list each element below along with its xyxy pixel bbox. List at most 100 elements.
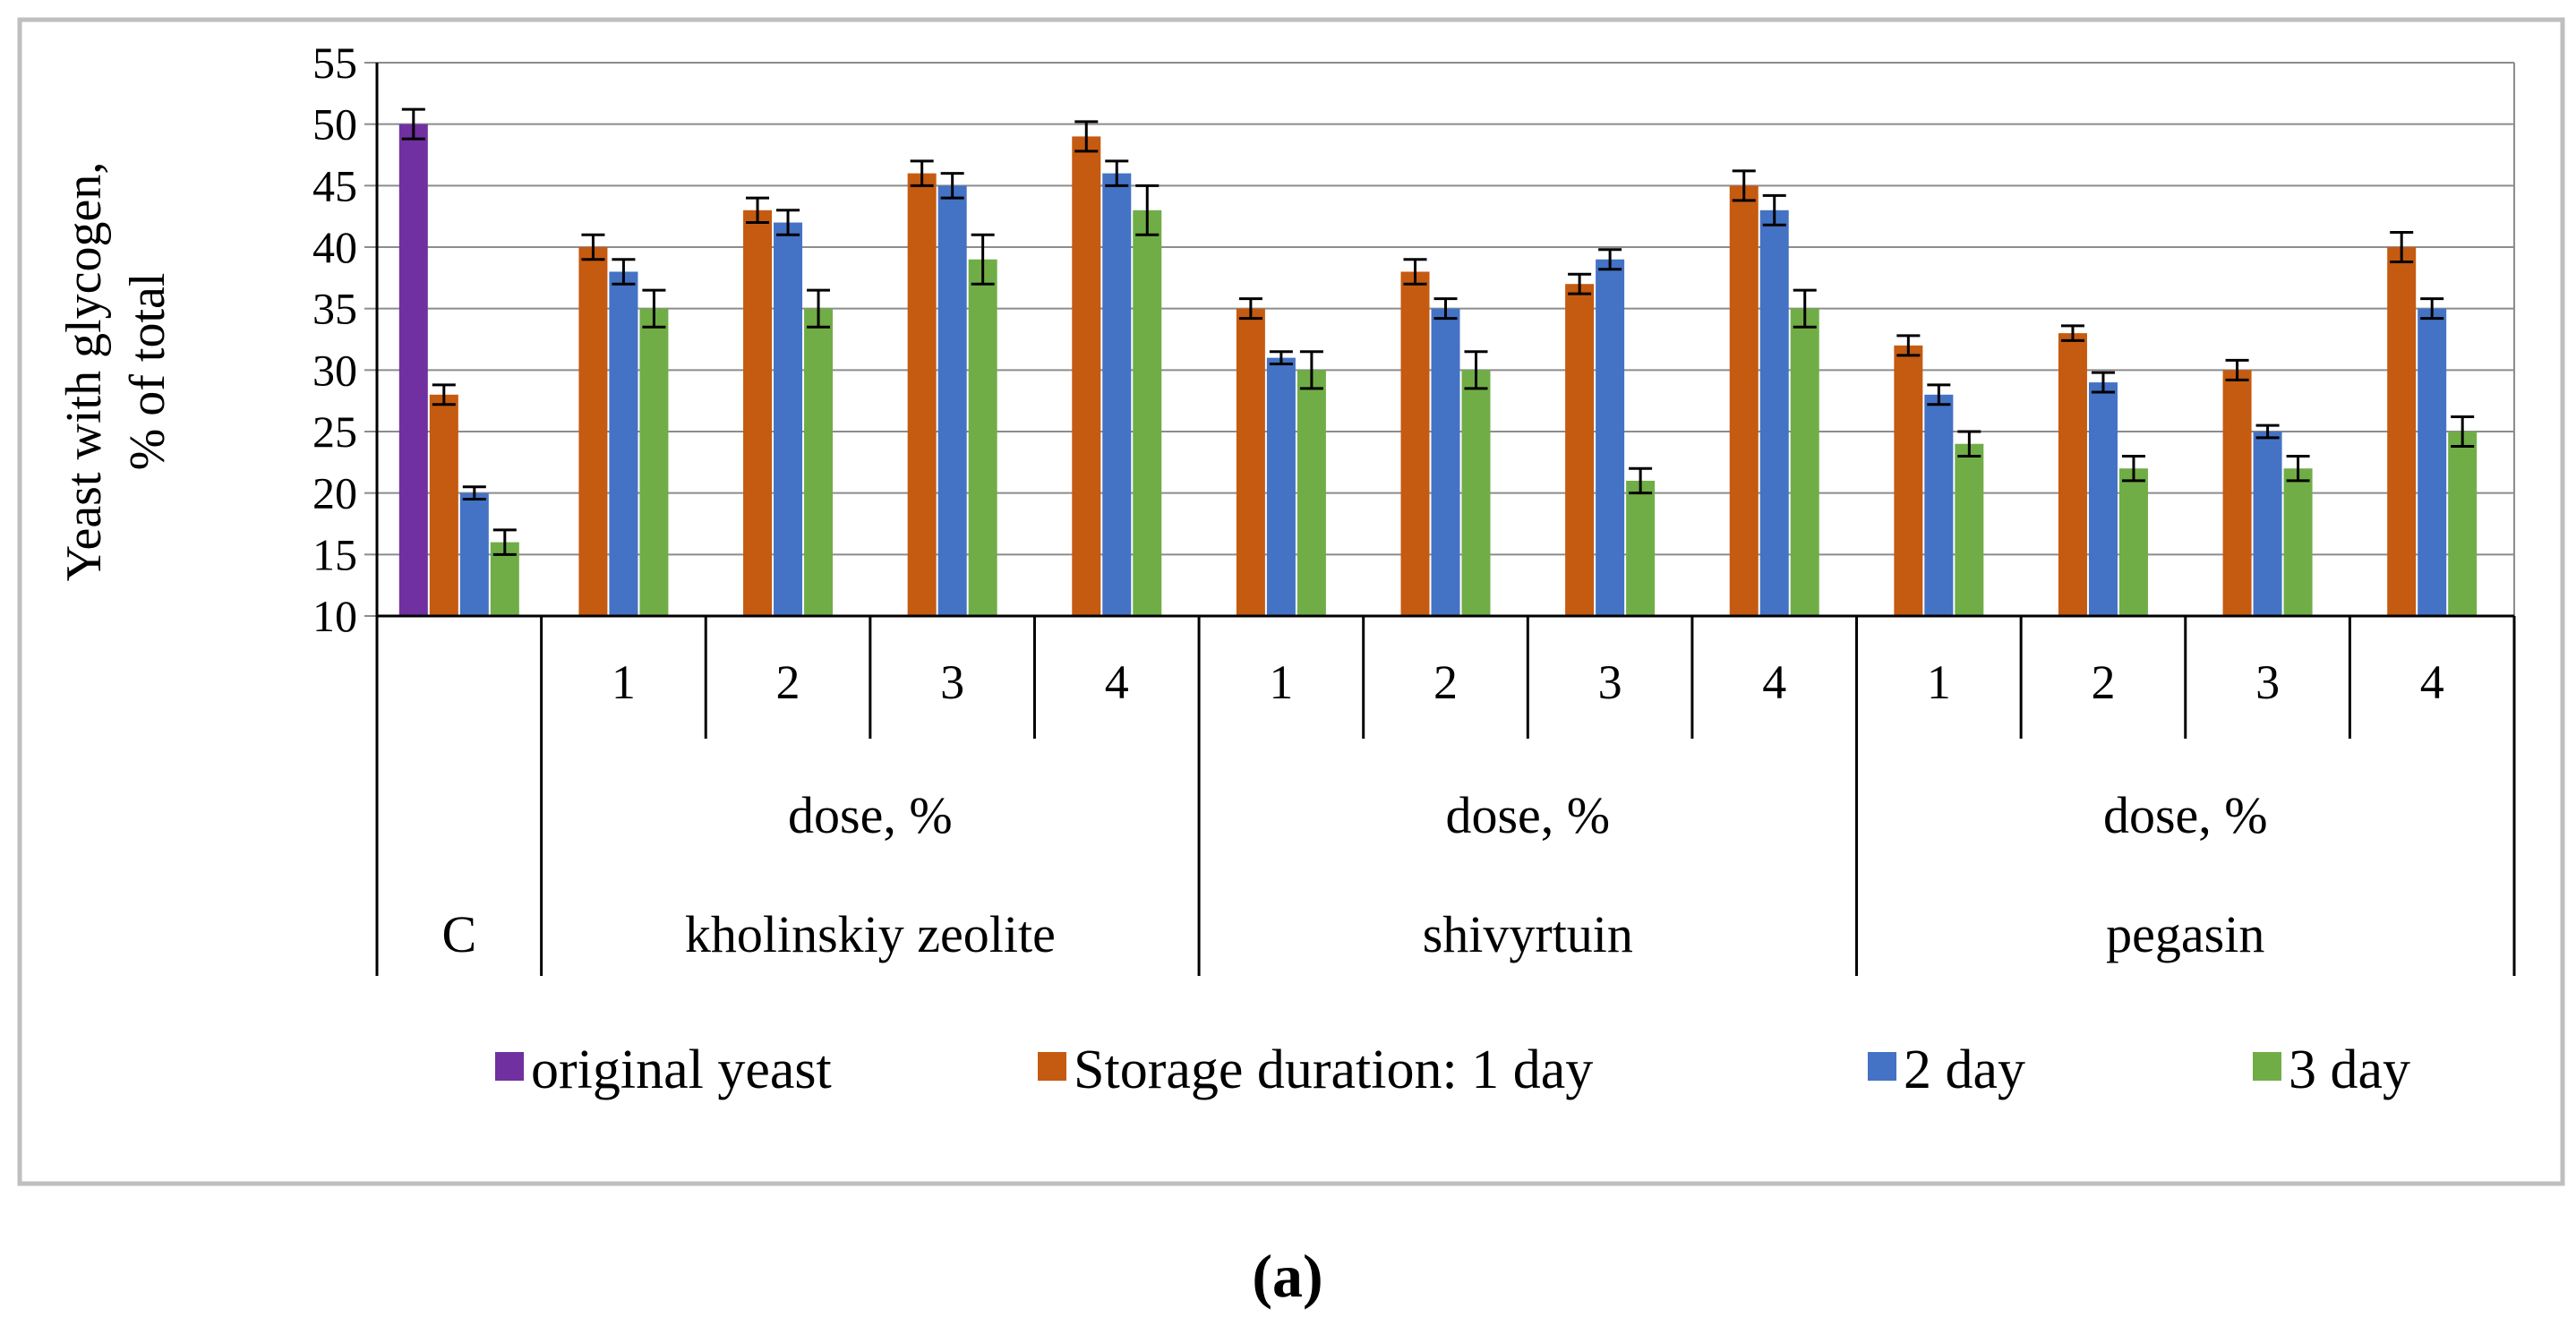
error-bar bbox=[776, 209, 800, 236]
bar bbox=[639, 308, 669, 616]
group-label: shivyrtuin bbox=[1423, 905, 1633, 963]
y-tick-label: 30 bbox=[312, 345, 357, 395]
group-label: C bbox=[441, 905, 476, 963]
legend-swatch bbox=[495, 1052, 524, 1081]
dose-tick-label: 2 bbox=[2091, 655, 2115, 709]
bar bbox=[1894, 345, 1923, 616]
dose-tick-label: 4 bbox=[1105, 655, 1129, 709]
bar bbox=[774, 222, 803, 617]
bar bbox=[1565, 284, 1595, 616]
bar bbox=[2448, 432, 2478, 616]
error-bar bbox=[1629, 466, 1653, 495]
y-tick-label: 35 bbox=[312, 284, 357, 334]
error-bar bbox=[1896, 334, 1921, 357]
bar bbox=[609, 271, 638, 616]
error-bar bbox=[1299, 350, 1323, 390]
bar bbox=[1626, 480, 1656, 616]
bar bbox=[1596, 259, 1625, 616]
error-bar bbox=[1793, 288, 1817, 329]
error-bar bbox=[807, 288, 831, 329]
bar bbox=[1790, 308, 1819, 616]
legend-label: 3 day bbox=[2289, 1039, 2410, 1100]
error-bar bbox=[2060, 324, 2084, 342]
bar bbox=[1102, 173, 1132, 616]
y-tick-label: 55 bbox=[312, 38, 357, 88]
figure-caption: (a) bbox=[1252, 1242, 1322, 1310]
dose-tick-label: 3 bbox=[1598, 655, 1622, 709]
y-tick-label: 40 bbox=[312, 222, 357, 272]
error-bar bbox=[1927, 383, 1951, 406]
error-bar bbox=[1568, 272, 1592, 295]
dose-tick-label: 2 bbox=[776, 655, 800, 709]
bar bbox=[1729, 185, 1759, 617]
bar bbox=[1072, 136, 1101, 616]
bar bbox=[2088, 382, 2118, 616]
error-bar bbox=[1433, 297, 1458, 321]
error-bar bbox=[1135, 184, 1160, 236]
error-bar bbox=[1403, 258, 1427, 286]
error-bar bbox=[1238, 297, 1262, 321]
legend-swatch bbox=[1038, 1052, 1066, 1081]
bars bbox=[398, 107, 2478, 617]
y-tick-label: 20 bbox=[312, 468, 357, 518]
bar bbox=[429, 394, 458, 616]
dose-tick-label: 3 bbox=[940, 655, 964, 709]
error-bar bbox=[910, 159, 934, 187]
dose-tick-label: 2 bbox=[1433, 655, 1458, 709]
bar bbox=[2253, 432, 2282, 616]
error-bar bbox=[1105, 159, 1129, 187]
dose-tick-label: 4 bbox=[2420, 655, 2444, 709]
group-label: kholinskiy zeolite bbox=[685, 905, 1056, 963]
error-bar bbox=[401, 107, 425, 141]
error-bar bbox=[2420, 297, 2444, 321]
error-bar bbox=[940, 172, 964, 200]
error-bar bbox=[1598, 248, 1622, 271]
bar bbox=[968, 259, 997, 616]
y-tick-labels: 10 15 20 25 30 35 40 45 50 55 bbox=[312, 38, 357, 641]
bar bbox=[459, 492, 489, 616]
error-bar bbox=[1464, 350, 1488, 390]
group-label: pegasin bbox=[2106, 905, 2264, 963]
bar bbox=[743, 210, 773, 617]
bar bbox=[1400, 271, 1430, 616]
error-bar bbox=[462, 485, 486, 501]
y-tick-label: 45 bbox=[312, 160, 357, 210]
bar bbox=[2118, 468, 2148, 616]
error-bar bbox=[1732, 169, 1756, 202]
legend-label: 2 day bbox=[1904, 1039, 2025, 1100]
bar bbox=[937, 185, 967, 617]
bar bbox=[1236, 308, 1265, 616]
legend: original yeast Storage duration: 1 day 2 d… bbox=[495, 1039, 2410, 1100]
error-bar bbox=[642, 288, 666, 329]
bar bbox=[1924, 394, 1954, 616]
y-tick-label: 10 bbox=[312, 591, 357, 641]
dose-tick-label: 4 bbox=[1762, 655, 1786, 709]
dose-axis-label: dose, % bbox=[2103, 786, 2268, 844]
y-tick-label: 15 bbox=[312, 529, 357, 579]
bar bbox=[2222, 370, 2252, 616]
error-bar bbox=[1762, 193, 1786, 227]
bar bbox=[2058, 333, 2087, 616]
bar bbox=[1297, 370, 1326, 616]
legend-swatch bbox=[2253, 1052, 2281, 1081]
bar bbox=[398, 124, 428, 616]
dose-axis-label: dose, % bbox=[788, 786, 953, 844]
error-bar bbox=[2225, 358, 2249, 381]
y-tick-label: 25 bbox=[312, 406, 357, 457]
error-bar bbox=[971, 233, 995, 286]
error-bar bbox=[2255, 423, 2280, 440]
bar bbox=[1759, 210, 1789, 617]
legend-label: original yeast bbox=[531, 1039, 832, 1100]
bar bbox=[804, 308, 834, 616]
error-bar bbox=[2451, 415, 2475, 448]
bar bbox=[1133, 210, 1162, 617]
dose-tick-label: 1 bbox=[612, 655, 636, 709]
error-bar bbox=[612, 258, 636, 286]
bar bbox=[2418, 308, 2447, 616]
bar bbox=[1461, 370, 1491, 616]
dose-axis-label: dose, % bbox=[1445, 786, 1610, 844]
error-bar bbox=[1269, 350, 1293, 365]
bar bbox=[1431, 308, 1460, 616]
error-bar bbox=[492, 528, 517, 556]
